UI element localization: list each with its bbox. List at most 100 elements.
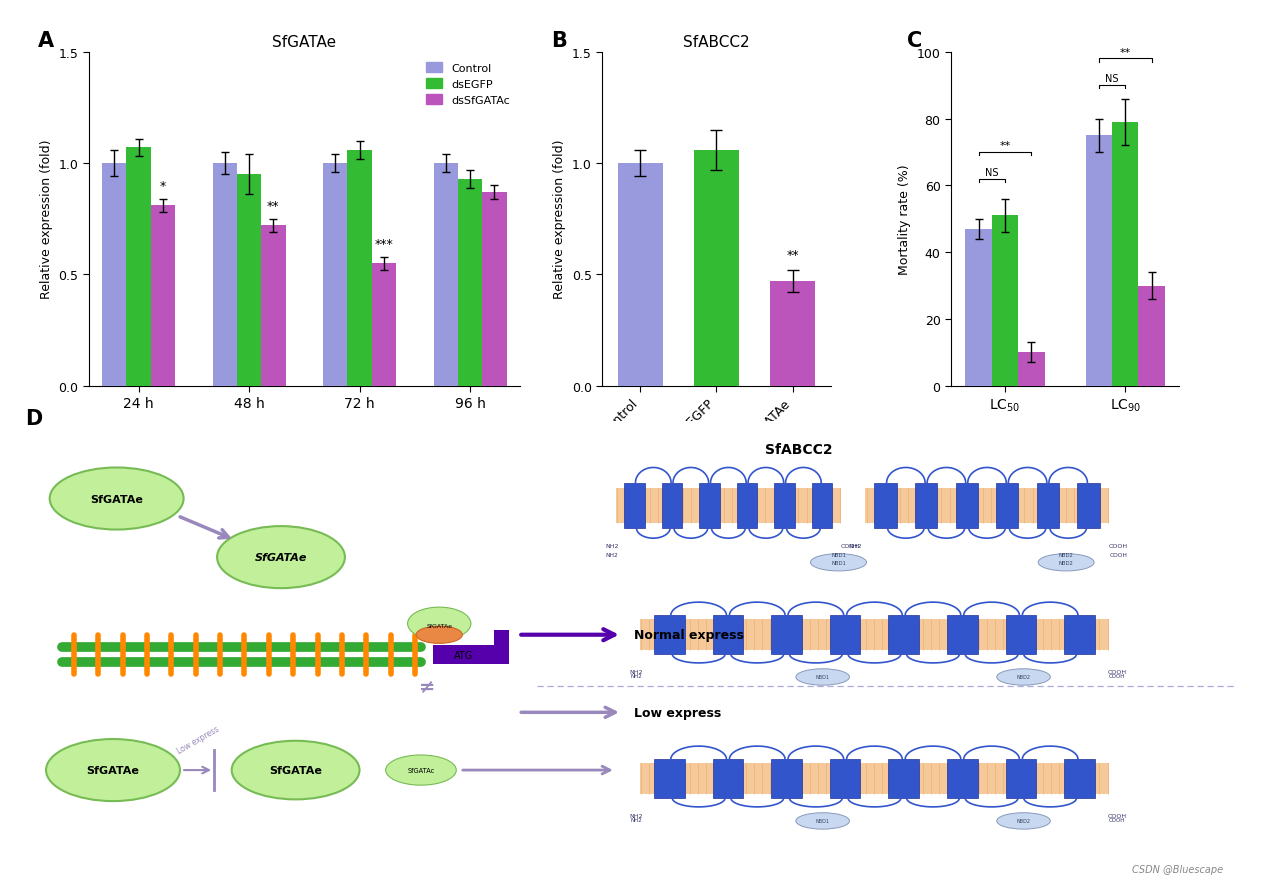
Bar (947, 759, 978, 798)
Ellipse shape (997, 669, 1050, 686)
Bar (127, 148, 151, 386)
Bar (261, 227, 285, 386)
Ellipse shape (796, 669, 850, 686)
Legend: Control, dsEGFP, dsSfGATAc: Control, dsEGFP, dsSfGATAc (983, 58, 1077, 108)
Bar (323, 164, 347, 386)
Bar (713, 759, 743, 798)
Bar (1006, 615, 1036, 654)
Bar (616, 488, 841, 523)
Bar (775, 484, 795, 529)
Ellipse shape (46, 739, 180, 802)
Bar (965, 229, 992, 386)
Text: NH2: NH2 (630, 813, 643, 818)
Bar (458, 179, 482, 386)
Text: ATG: ATG (454, 650, 473, 659)
Ellipse shape (49, 468, 184, 530)
Text: NBD1: NBD1 (815, 818, 829, 824)
Bar (1006, 759, 1036, 798)
Bar (1112, 123, 1139, 386)
Bar (1018, 353, 1045, 386)
Bar (694, 150, 739, 386)
Ellipse shape (407, 608, 470, 640)
Ellipse shape (796, 813, 850, 829)
Text: NBD2: NBD2 (1017, 674, 1031, 680)
Bar (947, 615, 978, 654)
Text: NH2: NH2 (630, 673, 643, 678)
Text: A: A (38, 31, 55, 51)
Text: SfGATAe: SfGATAe (426, 623, 453, 628)
Bar (1064, 759, 1094, 798)
Text: NH2: NH2 (848, 543, 862, 548)
Text: ≠: ≠ (418, 677, 435, 696)
Text: COOH: COOH (1110, 552, 1127, 558)
Text: SfGATAc: SfGATAc (407, 767, 435, 774)
Text: COOH: COOH (1110, 817, 1126, 822)
Bar (654, 615, 685, 654)
Text: NH2: NH2 (606, 552, 619, 558)
Bar (624, 484, 645, 529)
Text: D: D (25, 408, 43, 428)
Text: C: C (907, 31, 922, 51)
Bar (737, 484, 757, 529)
Bar (434, 164, 458, 386)
Bar (889, 759, 919, 798)
Text: SfGATAe: SfGATAe (86, 766, 139, 775)
Text: SfABCC2: SfABCC2 (765, 442, 832, 456)
Text: B: B (552, 31, 568, 51)
Text: COOH: COOH (1108, 669, 1127, 674)
Legend: Control, dsEGFP, dsSfGATAc: Control, dsEGFP, dsSfGATAc (421, 58, 515, 111)
Ellipse shape (997, 813, 1050, 829)
Bar (618, 164, 663, 386)
Ellipse shape (232, 741, 360, 800)
Bar (865, 488, 1108, 523)
Y-axis label: Mortality rate (%): Mortality rate (%) (898, 164, 912, 275)
Bar (699, 484, 720, 529)
Text: COOH: COOH (1110, 543, 1129, 548)
Bar (771, 615, 801, 654)
Bar (875, 484, 896, 529)
Text: COOH: COOH (1108, 813, 1127, 818)
Ellipse shape (217, 527, 345, 588)
Bar (347, 150, 372, 386)
Bar (1037, 484, 1059, 529)
Text: **: ** (999, 141, 1011, 151)
Text: NBD1: NBD1 (831, 552, 846, 558)
Text: Low express: Low express (175, 724, 221, 756)
Text: NH2: NH2 (630, 817, 643, 822)
Text: SfGATAe: SfGATAe (269, 766, 322, 775)
Bar (495, 630, 508, 665)
Text: NH2: NH2 (630, 669, 643, 674)
Text: NBD2: NBD2 (1059, 560, 1074, 565)
Bar (997, 484, 1018, 529)
Ellipse shape (416, 626, 463, 644)
Ellipse shape (385, 755, 456, 785)
Text: COOH: COOH (1110, 673, 1126, 678)
Text: CSDN @Bluescape: CSDN @Bluescape (1132, 864, 1224, 874)
Bar (662, 484, 682, 529)
Text: COOH: COOH (841, 543, 860, 548)
Bar (992, 216, 1018, 386)
Bar (237, 175, 261, 386)
Text: NBD1: NBD1 (831, 560, 846, 565)
Text: SfGATAe: SfGATAe (90, 494, 143, 504)
Text: Low express: Low express (634, 706, 721, 719)
Text: SfGATAe: SfGATAe (255, 552, 307, 563)
Text: NS: NS (1106, 75, 1118, 84)
Bar (640, 763, 1108, 795)
Text: ***: *** (374, 238, 393, 250)
Bar (812, 484, 833, 529)
Title: SfGATAe: SfGATAe (273, 35, 336, 50)
Text: NBD2: NBD2 (1017, 818, 1031, 824)
FancyBboxPatch shape (10, 414, 1255, 878)
Bar (434, 645, 500, 665)
Ellipse shape (810, 554, 866, 572)
Bar (771, 759, 801, 798)
Text: NH2: NH2 (605, 543, 619, 548)
Text: **: ** (268, 200, 280, 212)
Bar (101, 164, 127, 386)
Y-axis label: Relative expression (fold): Relative expression (fold) (553, 140, 567, 299)
Bar (372, 264, 396, 386)
Text: *: * (160, 180, 166, 193)
Text: NBD1: NBD1 (815, 674, 829, 680)
Bar (713, 615, 743, 654)
